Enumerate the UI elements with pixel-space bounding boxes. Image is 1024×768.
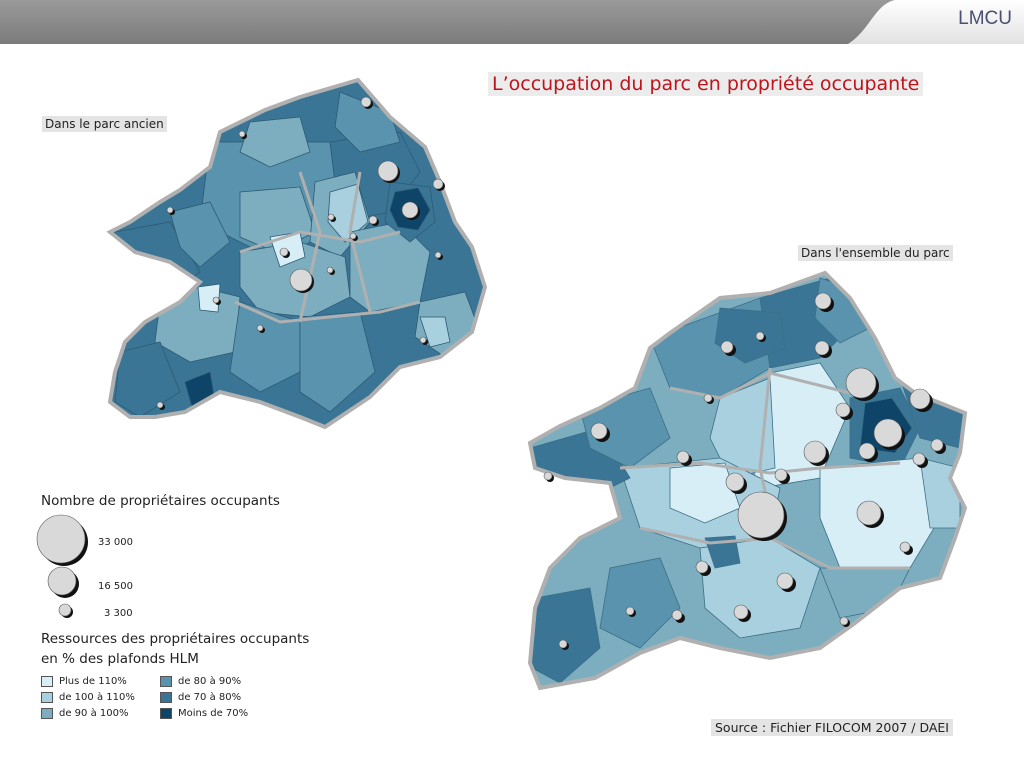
legend-size-label: 3 300 [104,608,133,619]
source-note: Source : Fichier FILOCOM 2007 / DAEI [711,719,953,736]
bubbles-all-stock [543,292,946,650]
legend-class-label: Moins de 70% [178,707,249,719]
legend-class-label: de 90 à 100% [59,707,129,719]
legend-class-item: de 80 à 90% [160,674,241,688]
legend-size-title: Nombre de propriétaires occupants [41,493,280,509]
legend-class-label: Plus de 110% [59,675,127,687]
legend-swatch [160,675,172,687]
legend-swatch [41,675,53,687]
legend-class-item: Plus de 110% [41,674,127,688]
legend-class-item: de 90 à 100% [41,706,128,720]
page-title: L’occupation du parc en propriété occupa… [488,72,924,96]
legend-class-item: de 100 à 110% [41,690,135,704]
top-banner [0,0,1024,44]
legend-class-item: de 70 à 80% [160,690,241,704]
legend-class-label: de 100 à 110% [59,691,135,703]
map-label-all-stock: Dans l'ensemble du parc [798,245,953,261]
legend-swatch [41,691,53,703]
map-old-stock [106,77,488,430]
legend-swatch [41,707,53,719]
legend-class-item: Moins de 70% [160,706,248,720]
map-all-stock [527,270,968,691]
bubbles-old-stock [156,96,445,410]
legend-size-symbols [36,514,88,618]
legend-color-subtitle: en % des plafonds HLM [41,651,199,667]
legend-color-title: Ressources des propriétaires occupants [41,631,310,647]
legend-size-label: 33 000 [98,537,133,548]
legend-swatch [160,691,172,703]
legend-size-label: 16 500 [98,581,133,592]
legend-class-label: de 80 à 90% [178,675,242,687]
legend-class-label: de 70 à 80% [178,691,242,703]
map-label-old-stock: Dans le parc ancien [42,116,167,132]
legend-swatch [160,707,172,719]
brand-logo: LMCU [958,8,1012,29]
